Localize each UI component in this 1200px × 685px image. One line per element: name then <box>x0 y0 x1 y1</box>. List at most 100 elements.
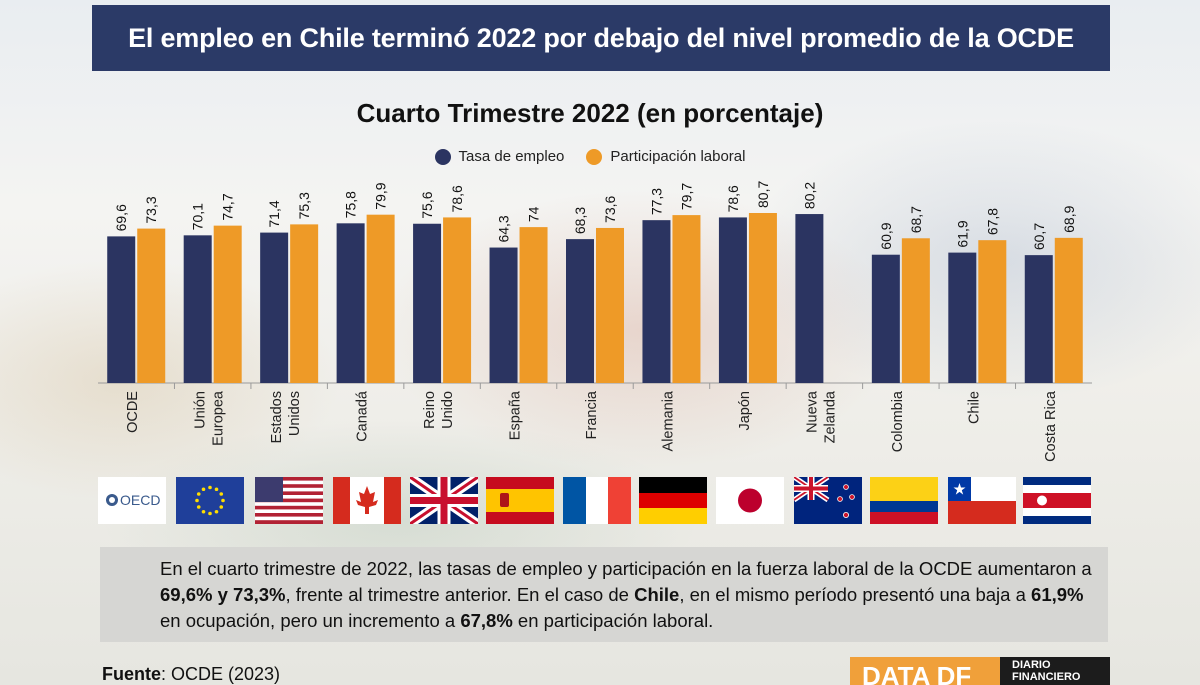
data-label: 68,7 <box>908 206 924 233</box>
legend-swatch-empleo <box>434 148 451 165</box>
data-label: 75,6 <box>419 191 435 218</box>
legend-swatch-participacion <box>586 148 603 165</box>
bar-participacion <box>290 224 319 383</box>
data-label: 74 <box>526 206 542 222</box>
eu-star <box>201 487 206 492</box>
data-label: 80,7 <box>755 181 771 208</box>
data-label: 79,9 <box>373 182 389 209</box>
eu-flag <box>176 477 244 524</box>
eu-star <box>195 498 199 503</box>
bar-empleo <box>871 254 900 383</box>
eu-star <box>196 505 201 509</box>
bar-participacion <box>978 240 1007 383</box>
eu-star <box>208 485 212 490</box>
usa-flag <box>255 477 323 524</box>
summary-box: En el cuarto trimestre de 2022, las tasa… <box>100 547 1108 642</box>
eu-star <box>214 487 219 492</box>
source-text: : OCDE (2023) <box>161 664 281 684</box>
data-label: 67,8 <box>984 208 1000 235</box>
data-label: 70,1 <box>190 203 206 230</box>
legend-label-empleo: Tasa de empleo <box>458 148 565 165</box>
bar-empleo <box>183 235 212 383</box>
bar-empleo <box>489 247 518 383</box>
category-label: Estados <box>269 391 285 443</box>
data-label: 79,7 <box>678 183 694 210</box>
oecd-logo: OECD <box>98 477 166 524</box>
spain-flag <box>486 477 554 524</box>
bar-empleo <box>566 239 594 383</box>
legend-item-empleo: Tasa de empleo <box>434 148 565 165</box>
chile-flag <box>948 477 1016 524</box>
data-label: 60,9 <box>878 222 894 249</box>
category-label: OCDE <box>125 391 141 433</box>
category-label: Reino <box>422 391 438 429</box>
category-label: Chile <box>966 391 982 424</box>
bar-participacion <box>748 213 777 383</box>
oecd-logo-text: OECD <box>120 492 160 508</box>
germany-flag <box>639 477 707 524</box>
bar-participacion <box>366 214 395 383</box>
bar-participacion <box>443 217 472 383</box>
bar-participacion <box>137 228 166 383</box>
summary-bold-1: 69,6% y 73,3% <box>160 584 286 605</box>
bar-empleo <box>260 232 289 383</box>
data-label: 73,6 <box>602 195 618 222</box>
logo-right-line1: DIARIO <box>1012 659 1051 671</box>
category-label: Zelanda <box>822 390 838 443</box>
eu-star <box>219 505 224 509</box>
summary-text-4: en ocupación, pero un incremento a <box>160 610 461 631</box>
data-label: 68,9 <box>1061 205 1077 232</box>
bar-empleo <box>948 252 977 383</box>
uk-flag <box>410 477 478 524</box>
eu-star <box>208 511 212 516</box>
data-label: 73,3 <box>143 196 159 223</box>
data-label: 69,6 <box>113 204 129 231</box>
data-label: 78,6 <box>725 185 741 212</box>
page-title-text: El empleo en Chile terminó 2022 por deba… <box>128 22 1074 53</box>
page-title: El empleo en Chile terminó 2022 por deba… <box>92 5 1110 71</box>
chart-title: Cuarto Trimestre 2022 (en porcentaje) <box>356 98 824 128</box>
data-label: 77,3 <box>648 188 664 215</box>
bar-empleo <box>642 220 671 383</box>
category-label: Europea <box>211 390 227 446</box>
data-label: 68,3 <box>572 207 588 234</box>
flag-row: OECD <box>98 477 1098 525</box>
eu-star <box>221 498 225 503</box>
bar-empleo <box>107 236 136 383</box>
category-label: Alemania <box>660 390 676 451</box>
summary-text-2: , frente al trimestre anterior. En el ca… <box>285 584 635 605</box>
data-label: 61,9 <box>954 220 970 247</box>
category-label: Unidos <box>287 391 303 436</box>
summary-text-5: en participación laboral. <box>512 610 714 631</box>
source-label: Fuente <box>102 664 162 684</box>
data-label: 78,6 <box>449 185 465 212</box>
category-label: Japón <box>737 391 753 431</box>
japan-flag <box>716 477 784 524</box>
summary-bold-3: 61,9% <box>1031 584 1084 605</box>
legend-item-participacion: Participación laboral <box>586 148 745 165</box>
category-label: Costa Rica <box>1043 390 1059 462</box>
source-note: Fuente: OCDE (2023) <box>102 664 280 685</box>
category-label: Unión <box>193 391 209 429</box>
data-label: 75,3 <box>296 192 312 219</box>
eu-star <box>196 492 201 496</box>
category-label: Colombia <box>890 390 906 452</box>
category-label: Unido <box>440 391 456 429</box>
bar-chart: 69,6 73,3 OCDE 70,1 74,7 Unión Europea 71,4 75,3… <box>98 181 1092 462</box>
summary-text-1: En el cuarto trimestre de 2022, las tasa… <box>160 558 1092 579</box>
eu-star <box>201 509 206 514</box>
summary-bold-2: Chile <box>634 584 680 605</box>
bar-empleo <box>336 223 365 383</box>
summary-text-3: , en el mismo período presentó una baja … <box>679 584 1032 605</box>
bar-empleo <box>1024 255 1053 383</box>
category-label: Canadá <box>355 390 371 442</box>
summary-bold-4: 67,8% <box>460 610 513 631</box>
data-label: 80,2 <box>801 182 817 209</box>
bar-participacion <box>596 227 624 383</box>
colombia-flag <box>870 477 938 524</box>
category-label: Nueva <box>804 390 820 433</box>
bar-participacion <box>672 215 701 383</box>
bar-participacion <box>213 225 242 383</box>
france-flag <box>563 477 631 524</box>
data-label: 71,4 <box>266 200 282 227</box>
